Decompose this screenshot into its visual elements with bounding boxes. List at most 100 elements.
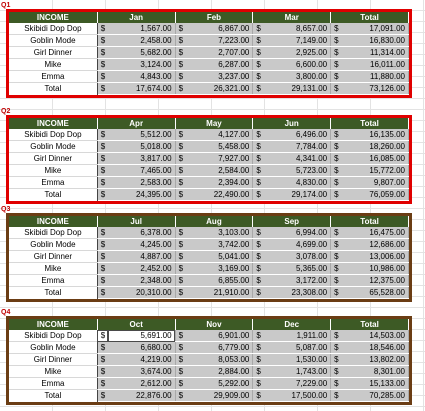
value-cell[interactable]: 3,674.00 bbox=[107, 365, 176, 378]
value-cell[interactable]: 6,496.00 bbox=[263, 129, 332, 141]
value-cell[interactable]: 26,321.00 bbox=[185, 82, 254, 95]
value-cell[interactable]: 5,041.00 bbox=[185, 250, 254, 263]
value-cell[interactable]: 3,103.00 bbox=[185, 227, 254, 239]
row-name-cell[interactable]: Girl Dinner bbox=[9, 353, 98, 366]
value-cell[interactable]: 11,314.00 bbox=[341, 46, 410, 59]
value-cell[interactable]: 3,742.00 bbox=[185, 238, 254, 251]
row-name-cell[interactable]: Emma bbox=[9, 274, 98, 287]
header-income[interactable]: INCOME bbox=[9, 12, 98, 23]
value-cell[interactable]: 6,994.00 bbox=[263, 227, 332, 239]
value-cell[interactable]: 4,887.00 bbox=[107, 250, 176, 263]
value-cell[interactable]: 4,219.00 bbox=[107, 353, 176, 366]
header-cell[interactable]: Total bbox=[330, 118, 409, 129]
value-cell[interactable]: 12,686.00 bbox=[341, 238, 410, 251]
value-cell[interactable]: 2,348.00 bbox=[107, 274, 176, 287]
value-cell[interactable]: 5,018.00 bbox=[107, 140, 176, 153]
value-cell[interactable]: 16,085.00 bbox=[341, 152, 410, 165]
value-cell[interactable]: 7,784.00 bbox=[263, 140, 332, 153]
row-name-cell[interactable]: Total bbox=[9, 286, 98, 299]
header-cell[interactable]: Aug bbox=[175, 216, 254, 227]
row-name-cell[interactable]: Goblin Mode bbox=[9, 140, 98, 153]
value-cell[interactable]: 2,583.00 bbox=[107, 176, 176, 189]
row-name-cell[interactable]: Emma bbox=[9, 377, 98, 390]
value-cell[interactable]: 2,458.00 bbox=[107, 34, 176, 47]
value-cell[interactable]: 8,053.00 bbox=[185, 353, 254, 366]
value-cell[interactable]: 18,260.00 bbox=[341, 140, 410, 153]
value-cell[interactable]: 16,830.00 bbox=[341, 34, 410, 47]
header-cell[interactable]: Oct bbox=[97, 319, 176, 330]
value-cell[interactable]: 65,528.00 bbox=[341, 286, 410, 299]
row-name-cell[interactable]: Total bbox=[9, 188, 98, 201]
row-name-cell[interactable]: Girl Dinner bbox=[9, 46, 98, 59]
value-cell[interactable]: 3,800.00 bbox=[263, 70, 332, 83]
row-name-cell[interactable]: Skibidi Dop Dop bbox=[9, 23, 98, 35]
row-name-cell[interactable]: Goblin Mode bbox=[9, 341, 98, 354]
value-cell[interactable]: 6,779.00 bbox=[185, 341, 254, 354]
value-cell[interactable]: 6,287.00 bbox=[185, 58, 254, 71]
value-cell[interactable]: 3,237.00 bbox=[185, 70, 254, 83]
value-cell[interactable]: 9,807.00 bbox=[341, 176, 410, 189]
value-cell[interactable]: 6,600.00 bbox=[263, 58, 332, 71]
value-cell[interactable]: 7,229.00 bbox=[263, 377, 332, 390]
value-cell[interactable]: 7,927.00 bbox=[185, 152, 254, 165]
value-cell[interactable]: 76,059.00 bbox=[341, 188, 410, 201]
header-cell[interactable]: Feb bbox=[175, 12, 254, 23]
row-name-cell[interactable]: Emma bbox=[9, 176, 98, 189]
header-cell[interactable]: Sep bbox=[252, 216, 332, 227]
value-cell[interactable]: 70,285.00 bbox=[341, 389, 410, 402]
row-name-cell[interactable]: Girl Dinner bbox=[9, 152, 98, 165]
row-name-cell[interactable]: Skibidi Dop Dop bbox=[9, 330, 98, 342]
row-name-cell[interactable]: Girl Dinner bbox=[9, 250, 98, 263]
value-cell[interactable]: 6,378.00 bbox=[107, 227, 176, 239]
row-name-cell[interactable]: Total bbox=[9, 82, 98, 95]
header-cell[interactable]: Total bbox=[330, 12, 409, 23]
selected-value-cell[interactable]: 5,691.00 bbox=[107, 330, 176, 342]
value-cell[interactable]: 29,131.00 bbox=[263, 82, 332, 95]
value-cell[interactable]: 23,308.00 bbox=[263, 286, 332, 299]
value-cell[interactable]: 4,699.00 bbox=[263, 238, 332, 251]
value-cell[interactable]: 5,723.00 bbox=[263, 164, 332, 177]
value-cell[interactable]: 6,901.00 bbox=[185, 330, 254, 342]
value-cell[interactable]: 2,584.00 bbox=[185, 164, 254, 177]
row-name-cell[interactable]: Total bbox=[9, 389, 98, 402]
value-cell[interactable]: 22,490.00 bbox=[185, 188, 254, 201]
value-cell[interactable]: 2,394.00 bbox=[185, 176, 254, 189]
value-cell[interactable]: 12,375.00 bbox=[341, 274, 410, 287]
header-cell[interactable]: Jul bbox=[97, 216, 176, 227]
row-name-cell[interactable]: Skibidi Dop Dop bbox=[9, 129, 98, 141]
value-cell[interactable]: 17,674.00 bbox=[107, 82, 176, 95]
value-cell[interactable]: 1,911.00 bbox=[263, 330, 332, 342]
header-cell[interactable]: Total bbox=[330, 319, 409, 330]
row-name-cell[interactable]: Skibidi Dop Dop bbox=[9, 227, 98, 239]
header-cell[interactable]: Jun bbox=[252, 118, 332, 129]
row-name-cell[interactable]: Mike bbox=[9, 365, 98, 378]
value-cell[interactable]: 5,512.00 bbox=[107, 129, 176, 141]
value-cell[interactable]: 2,612.00 bbox=[107, 377, 176, 390]
header-cell[interactable]: Mar bbox=[252, 12, 332, 23]
value-cell[interactable]: 8,657.00 bbox=[263, 23, 332, 35]
value-cell[interactable]: 2,884.00 bbox=[185, 365, 254, 378]
value-cell[interactable]: 21,910.00 bbox=[185, 286, 254, 299]
value-cell[interactable]: 5,365.00 bbox=[263, 262, 332, 275]
value-cell[interactable]: 1,743.00 bbox=[263, 365, 332, 378]
header-income[interactable]: INCOME bbox=[9, 118, 98, 129]
value-cell[interactable]: 20,310.00 bbox=[107, 286, 176, 299]
value-cell[interactable]: 11,880.00 bbox=[341, 70, 410, 83]
value-cell[interactable]: 2,707.00 bbox=[185, 46, 254, 59]
value-cell[interactable]: 29,174.00 bbox=[263, 188, 332, 201]
header-cell[interactable]: May bbox=[175, 118, 254, 129]
row-name-cell[interactable]: Emma bbox=[9, 70, 98, 83]
value-cell[interactable]: 10,986.00 bbox=[341, 262, 410, 275]
value-cell[interactable]: 4,127.00 bbox=[185, 129, 254, 141]
value-cell[interactable]: 15,133.00 bbox=[341, 377, 410, 390]
value-cell[interactable]: 13,802.00 bbox=[341, 353, 410, 366]
value-cell[interactable]: 7,149.00 bbox=[263, 34, 332, 47]
header-cell[interactable]: Jan bbox=[97, 12, 176, 23]
value-cell[interactable]: 3,169.00 bbox=[185, 262, 254, 275]
row-name-cell[interactable]: Mike bbox=[9, 164, 98, 177]
value-cell[interactable]: 5,682.00 bbox=[107, 46, 176, 59]
header-cell[interactable]: Nov bbox=[175, 319, 254, 330]
value-cell[interactable]: 7,223.00 bbox=[185, 34, 254, 47]
value-cell[interactable]: 2,452.00 bbox=[107, 262, 176, 275]
value-cell[interactable]: 18,546.00 bbox=[341, 341, 410, 354]
